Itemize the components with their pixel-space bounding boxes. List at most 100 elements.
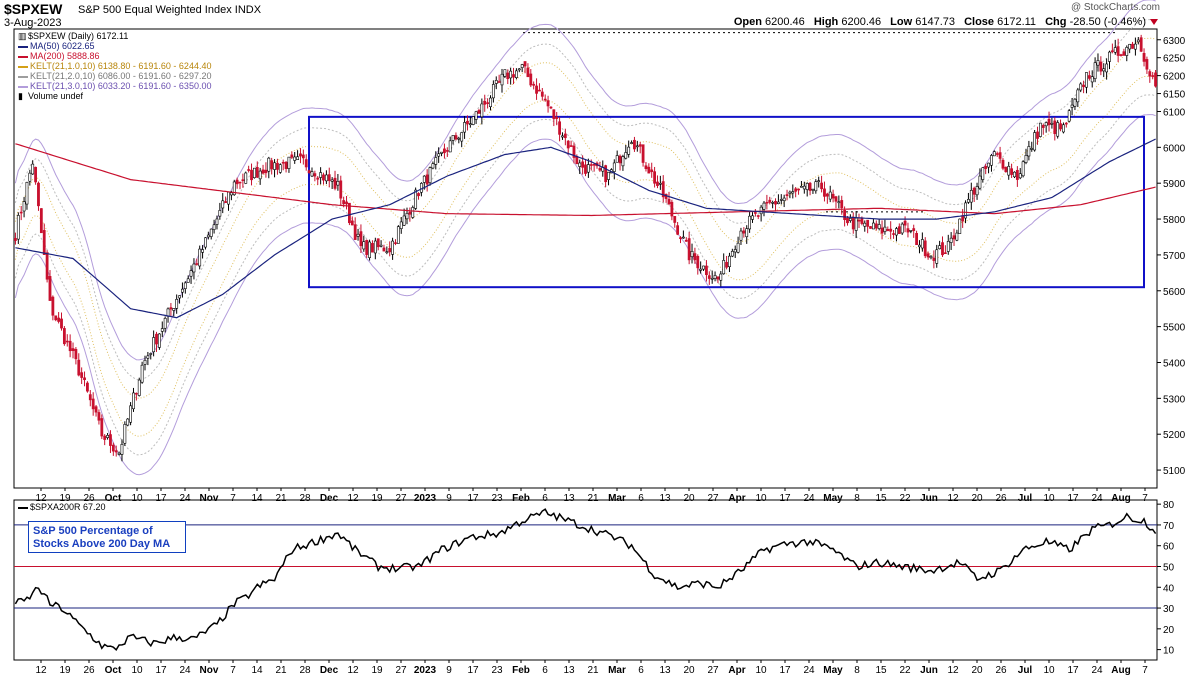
indicator-x-tick-label: May [823, 665, 843, 675]
candle-body [129, 405, 133, 423]
price-x-tick-label: 28 [299, 493, 311, 504]
indicator-x-tick-label: 8 [854, 665, 860, 675]
chart-date: 3-Aug-2023 [4, 17, 62, 29]
candle-body [365, 239, 369, 255]
candle-body [592, 163, 596, 166]
candle-body [696, 255, 700, 269]
symbol-title: $SPXEW [4, 1, 63, 17]
candle-body [330, 179, 334, 182]
candle-body [304, 159, 308, 168]
candle-body [244, 172, 248, 184]
price-panel-frame [13, 28, 1158, 489]
candle-body [621, 156, 625, 167]
candle-body [411, 207, 415, 218]
candle-body [808, 182, 812, 191]
candle-body [840, 200, 844, 209]
candle-body [405, 213, 409, 220]
candle-body [253, 167, 256, 179]
indicator-x-tick-label: 6 [542, 665, 548, 675]
candle-body [1108, 51, 1111, 62]
candle-body [532, 83, 536, 86]
candle-body [1070, 104, 1074, 108]
candle-body [843, 210, 847, 220]
candle-body [1013, 171, 1016, 178]
candle-body [399, 221, 403, 229]
candle-body [802, 185, 806, 190]
candle-body [86, 382, 89, 392]
candle-body [765, 201, 769, 204]
candle-body [572, 145, 576, 158]
price-x-tick-label: 10 [755, 493, 767, 504]
candle-body [1047, 118, 1051, 126]
candle-body [31, 163, 35, 175]
candle-body [221, 200, 225, 209]
candle-body [434, 157, 438, 165]
candle-body [673, 216, 677, 223]
candle-body [1099, 61, 1103, 72]
indicator-x-tick-label: 12 [35, 665, 47, 675]
candle-body [630, 142, 633, 144]
candle-body [477, 110, 481, 114]
candle-body [520, 64, 524, 68]
candle-body [515, 70, 518, 78]
indicator-callout: S&P 500 Percentage of Stocks Above 200 D… [28, 521, 186, 553]
symbol-name: S&P 500 Equal Weighted Index INDX [78, 4, 262, 16]
candle-body [201, 249, 204, 253]
candle-body [872, 222, 875, 230]
price-x-tick-label: 8 [854, 493, 860, 504]
price-x-tick-label: 14 [251, 493, 263, 504]
candle-body [535, 85, 538, 94]
candle-body [1119, 54, 1123, 56]
price-x-tick-label: 24 [803, 493, 815, 504]
candle-body [857, 219, 861, 222]
indicator-x-tick-label: 27 [395, 665, 407, 675]
candle-body [445, 150, 449, 152]
volume-icon: ▮ [18, 91, 23, 101]
candle-body [932, 257, 936, 261]
indicator-x-tick-label: Feb [512, 665, 530, 675]
indicator-x-tick-label: 26 [83, 665, 95, 675]
candle-body [650, 169, 654, 173]
indicator-x-tick-label: Apr [728, 665, 745, 675]
candle-body [938, 245, 942, 250]
indicator-x-tick-label: 17 [1067, 665, 1079, 675]
candle-body [307, 170, 311, 174]
candle-body [633, 139, 636, 150]
candle-body [1110, 50, 1114, 52]
candle-body [388, 248, 392, 253]
candle-body [1073, 98, 1077, 107]
candle-body [1053, 120, 1057, 135]
candle-body [903, 220, 907, 226]
candle-body [123, 424, 127, 444]
candle-body [1113, 47, 1117, 53]
candle-body [1090, 76, 1094, 83]
candle-body [324, 174, 328, 182]
candle-body [964, 202, 967, 219]
candle-body [546, 100, 550, 107]
price-x-tick-label: 23 [491, 493, 503, 504]
candle-body [817, 180, 821, 182]
candle-body [1096, 60, 1100, 66]
price-x-tick-label: 17 [155, 493, 167, 504]
indicator-x-tick-label: 21 [275, 665, 287, 675]
candle-body [716, 276, 720, 280]
indicator-x-tick-label: 13 [659, 665, 671, 675]
candle-body [656, 181, 659, 186]
candle-body [987, 162, 990, 168]
candle-body [71, 348, 75, 351]
candle-body [653, 171, 656, 184]
candle-body [848, 218, 852, 221]
candle-body [1041, 125, 1045, 128]
candle-body [1007, 166, 1011, 176]
candle-body [679, 237, 682, 239]
candle-body [192, 263, 196, 273]
candle-body [667, 198, 671, 205]
candle-body [163, 317, 167, 329]
candle-body [209, 228, 213, 237]
price-y-tick-label: 5600 [1163, 287, 1186, 298]
candle-body [250, 169, 253, 181]
candle-body [1105, 63, 1109, 73]
price-x-tick-label: 7 [1142, 493, 1148, 504]
candle-body [1036, 131, 1039, 139]
candle-body [74, 349, 78, 360]
